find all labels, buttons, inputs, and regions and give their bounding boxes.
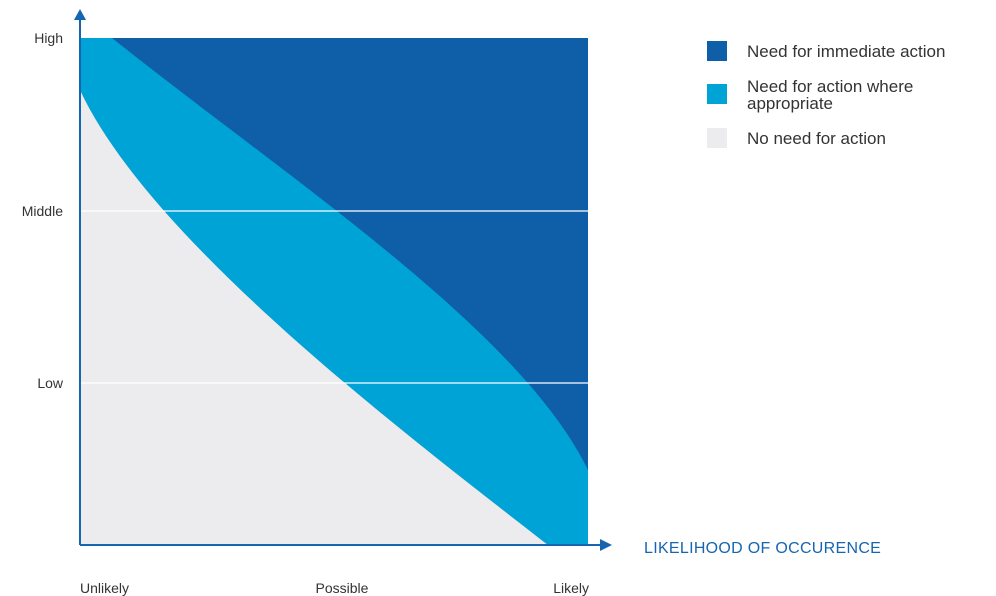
legend-label-line-1: Need for action where xyxy=(747,77,913,96)
zone-no-action xyxy=(80,90,548,545)
legend-label-action-where-appropriate: Need for action where appropriate xyxy=(747,77,918,113)
legend-swatch-action-where-appropriate xyxy=(707,84,727,104)
y-tick-label-low: Low xyxy=(37,375,64,391)
legend-label-no-action: No need for action xyxy=(747,129,886,148)
x-axis-arrow xyxy=(600,539,612,551)
legend: Need for immediate action Need for actio… xyxy=(707,41,945,148)
y-tick-label-high: High xyxy=(34,30,63,46)
y-tick-label-middle: Middle xyxy=(22,203,63,219)
x-tick-label-unlikely: Unlikely xyxy=(80,580,129,596)
legend-label-immediate-action: Need for immediate action xyxy=(747,42,945,61)
legend-label-line-2: appropriate xyxy=(747,94,833,113)
legend-swatch-immediate-action xyxy=(707,41,727,61)
x-tick-label-likely: Likely xyxy=(553,580,589,596)
y-axis-arrow xyxy=(74,9,86,20)
x-axis-title: LIKELIHOOD OF OCCURENCE xyxy=(644,540,881,557)
zone-action-where-appropriate xyxy=(80,38,588,545)
legend-swatch-no-action xyxy=(707,128,727,148)
x-tick-label-possible: Possible xyxy=(316,580,369,596)
